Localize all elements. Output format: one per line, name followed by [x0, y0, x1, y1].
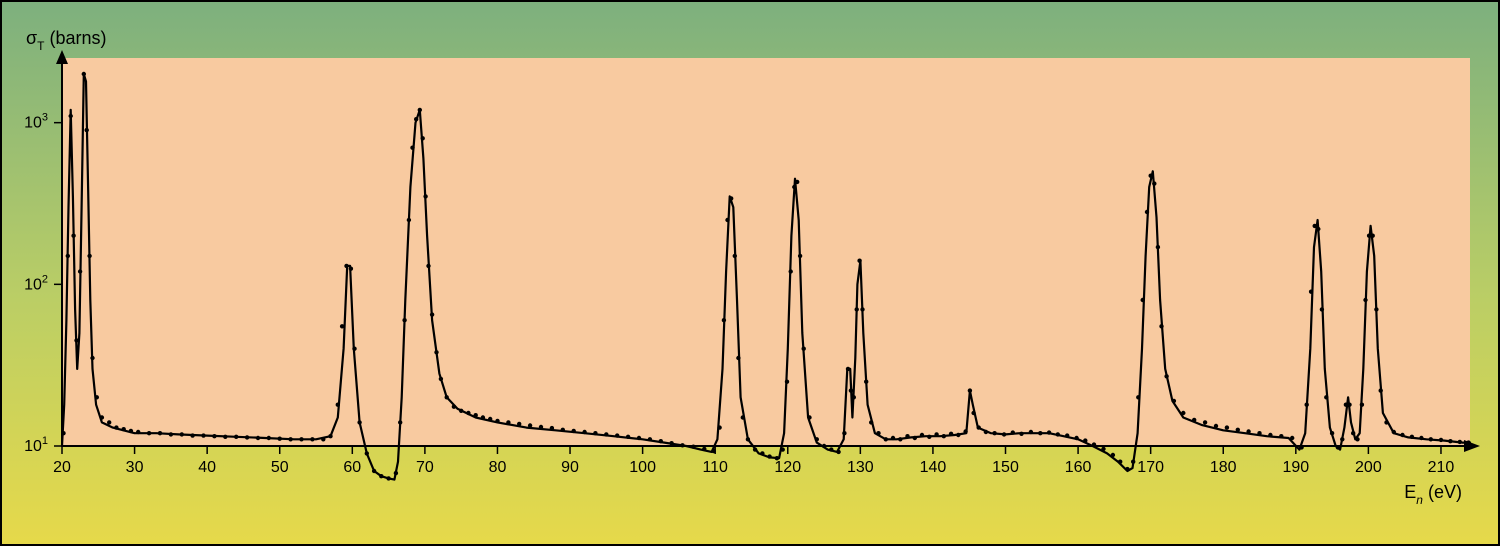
x-tick-label: 180	[1210, 459, 1237, 476]
x-tick-label: 130	[847, 459, 874, 476]
x-tick-label: 120	[774, 459, 801, 476]
x-tick-label: 80	[489, 459, 507, 476]
x-tick-label: 210	[1428, 459, 1455, 476]
x-tick-label: 90	[561, 459, 579, 476]
plot-area	[62, 58, 1470, 446]
x-tick-label: 60	[343, 459, 361, 476]
x-tick-label: 190	[1282, 459, 1309, 476]
figure-container: 20 30 40 50 60 70 80 90 100 110 120 130 140 150 160 170…	[0, 0, 1500, 546]
x-tick-label: 160	[1065, 459, 1092, 476]
x-tick-label: 30	[126, 459, 144, 476]
x-tick-label: 140	[920, 459, 947, 476]
x-tick-label: 70	[416, 459, 434, 476]
x-tick-label: 40	[198, 459, 216, 476]
x-tick-label: 200	[1355, 459, 1382, 476]
chart-svg: 20 30 40 50 60 70 80 90 100 110 120 130 140 150 160 170…	[2, 2, 1498, 544]
x-tick-label: 150	[992, 459, 1019, 476]
x-tick-label: 100	[629, 459, 656, 476]
x-tick-label: 50	[271, 459, 289, 476]
x-tick-label: 170	[1137, 459, 1164, 476]
x-tick-label: 20	[53, 459, 71, 476]
x-tick-label: 110	[702, 459, 728, 476]
